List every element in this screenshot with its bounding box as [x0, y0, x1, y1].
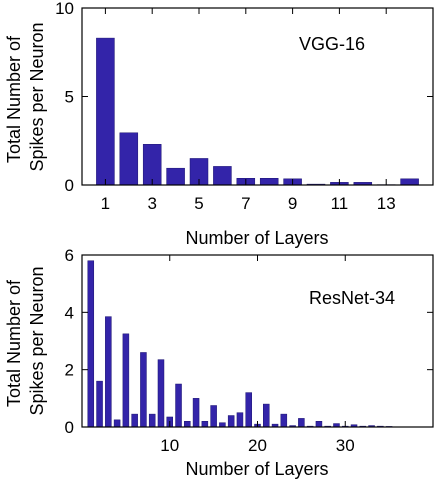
resnet34-bar — [315, 421, 323, 428]
resnet34-bar — [175, 383, 182, 428]
resnet34-x-tick-label: 10 — [160, 436, 179, 455]
vgg16-bar — [400, 178, 419, 186]
vgg16-x-tick-label: 11 — [331, 194, 349, 213]
resnet34-bar — [140, 352, 147, 428]
vgg16-annotation: VGG-16 — [299, 34, 365, 54]
resnet34-y-tick-label: 6 — [65, 246, 74, 265]
resnet34-bar — [201, 421, 209, 428]
resnet34-bar — [210, 405, 217, 428]
resnet34-bar — [280, 413, 288, 428]
vgg16-bar — [213, 166, 232, 186]
resnet34-y-tick-label: 0 — [65, 418, 74, 437]
resnet34-bar — [227, 415, 235, 428]
resnet34-bar — [157, 359, 165, 428]
vgg16-y-tick-label: 5 — [65, 88, 74, 107]
resnet34-bar — [113, 419, 121, 428]
vgg16-x-tick-label: 13 — [377, 194, 396, 213]
resnet34-bar — [245, 392, 252, 428]
resnet34-x-tick-label: 20 — [248, 436, 267, 455]
resnet34-bar — [298, 418, 305, 428]
vgg16-x-axis-label: Number of Layers — [185, 228, 328, 248]
resnet34-bar — [87, 260, 95, 428]
vgg16-bar — [96, 37, 115, 186]
resnet34-bar — [148, 413, 156, 428]
vgg16-y-tick-label: 0 — [65, 176, 74, 195]
resnet34-y-axis-label-line2: Spikes per Neuron — [27, 266, 47, 415]
vgg16-y-axis-label: Total Number of Spikes per Neuron — [4, 22, 47, 171]
vgg16-x-tick-label: 1 — [101, 194, 110, 213]
resnet34-axes-box — [81, 254, 434, 428]
resnet34-x-axis-label: Number of Layers — [185, 459, 328, 479]
resnet34-bar — [236, 412, 244, 428]
resnet34-panel: 0 2 4 6 10 20 30 ResNet-34 Number of Layers T… — [4, 246, 434, 479]
resnet34-y-axis-label-line1: Total Number of — [4, 279, 24, 407]
vgg16-y-tick-label: 10 — [55, 0, 74, 18]
resnet34-bar — [219, 422, 226, 428]
resnet34-bar — [263, 403, 270, 428]
resnet34-y-tick-label: 2 — [65, 361, 74, 380]
resnet34-bar — [96, 380, 103, 428]
resnet34-y-ticks: 0 2 4 6 — [65, 246, 433, 437]
vgg16-bar — [259, 178, 279, 186]
vgg16-x-tick-label: 3 — [147, 194, 156, 213]
resnet34-annotation: ResNet-34 — [309, 288, 395, 308]
resnet34-y-tick-label: 4 — [65, 303, 74, 322]
resnet34-x-ticks: 10 20 30 — [160, 255, 355, 455]
vgg16-x-tick-label: 7 — [241, 194, 250, 213]
resnet34-bar — [105, 316, 112, 428]
vgg16-bar — [142, 144, 162, 186]
vgg16-bar — [166, 167, 185, 186]
vgg16-x-tick-label: 5 — [194, 194, 203, 213]
vgg16-y-axis-label-line2: Spikes per Neuron — [27, 22, 47, 171]
vgg16-x-tick-label: 9 — [288, 194, 297, 213]
resnet34-y-axis-label: Total Number of Spikes per Neuron — [4, 266, 47, 415]
vgg16-x-ticks: 1 3 5 7 9 11 13 — [101, 8, 396, 213]
resnet34-bars — [87, 260, 393, 428]
resnet34-bar — [131, 413, 138, 428]
vgg16-y-axis-label-line1: Total Number of — [4, 35, 24, 163]
resnet34-bar — [192, 398, 200, 428]
vgg16-bar — [119, 132, 139, 186]
resnet34-bar — [184, 421, 191, 428]
vgg16-bars — [96, 37, 419, 186]
vgg16-y-ticks: 0 5 10 — [55, 0, 433, 195]
resnet34-x-tick-label: 30 — [336, 436, 355, 455]
resnet34-bar — [122, 333, 130, 428]
